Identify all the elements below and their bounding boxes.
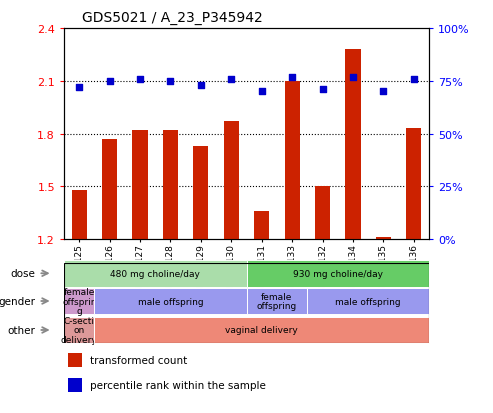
Bar (163, 131, 178, 240)
Bar (315, 187, 330, 240)
Text: female
offspring: female offspring (257, 292, 297, 311)
Point (288, 74, 296, 81)
Point (136, 76, 144, 83)
Bar (224, 122, 239, 240)
Point (75, 85, 83, 91)
Text: male offspring: male offspring (138, 297, 203, 306)
Point (106, 78, 113, 85)
Point (410, 76, 418, 83)
Point (197, 83, 205, 89)
Text: female
offsprin
g: female offsprin g (62, 287, 97, 316)
Bar (193, 147, 209, 240)
Point (380, 89, 387, 95)
Point (167, 78, 175, 85)
Bar (376, 238, 391, 240)
Bar (102, 140, 117, 240)
Bar (406, 129, 422, 240)
Bar (68, 378, 82, 392)
Text: other: other (7, 325, 35, 335)
Bar (68, 353, 82, 367)
Text: GDS5021 / A_23_P345942: GDS5021 / A_23_P345942 (82, 11, 263, 25)
Text: male offspring: male offspring (335, 297, 401, 306)
Point (318, 87, 326, 93)
Bar (345, 50, 360, 240)
Text: 930 mg choline/day: 930 mg choline/day (293, 269, 383, 278)
Text: gender: gender (0, 296, 35, 306)
Bar (284, 82, 300, 240)
Bar (254, 211, 269, 240)
Text: dose: dose (10, 268, 35, 279)
Text: 480 mg choline/day: 480 mg choline/day (110, 269, 200, 278)
Text: percentile rank within the sample: percentile rank within the sample (90, 380, 266, 390)
Text: C-secti
on
delivery: C-secti on delivery (61, 316, 98, 344)
Point (349, 74, 357, 81)
Text: vaginal delivery: vaginal delivery (225, 326, 298, 335)
Bar (133, 131, 148, 240)
Point (227, 76, 235, 83)
Point (258, 89, 266, 95)
Text: transformed count: transformed count (90, 355, 187, 365)
Bar (71, 190, 87, 240)
